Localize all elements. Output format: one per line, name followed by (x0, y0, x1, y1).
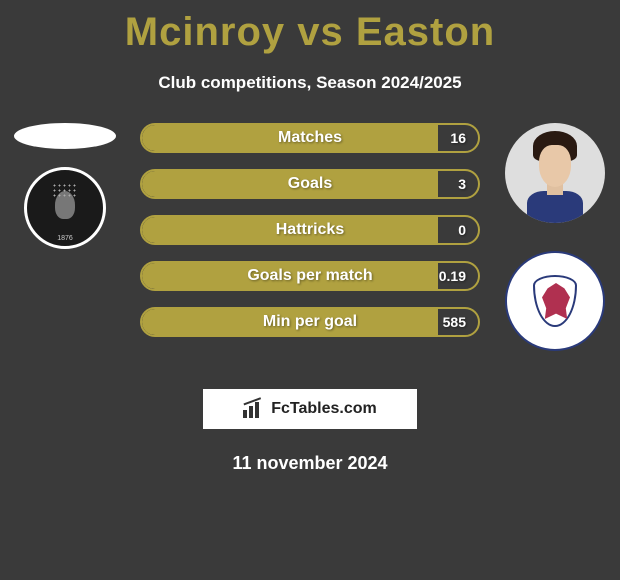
bar-chart-icon (243, 400, 265, 418)
stat-row: Goals per match0.19 (140, 261, 480, 291)
left-player-avatar-placeholder (14, 123, 116, 149)
left-club-crest: 1876 (24, 167, 106, 249)
player-face-icon (527, 131, 583, 201)
stat-value-right: 3 (458, 176, 466, 192)
left-player-column: 1876 (10, 123, 120, 249)
page-title: Mcinroy vs Easton (0, 0, 620, 55)
stat-value-right: 0 (458, 222, 466, 238)
crest-year: 1876 (27, 235, 103, 242)
stats-bars: Matches16 Goals3 Hattricks0 Goals per match… (140, 123, 480, 353)
right-player-column (500, 123, 610, 351)
stat-row: Matches16 (140, 123, 480, 153)
stat-row: Hattricks0 (140, 215, 480, 245)
lion-icon (530, 271, 580, 331)
stat-row: Min per goal585 (140, 307, 480, 337)
fctables-label: FcTables.com (271, 400, 377, 418)
stat-row: Goals3 (140, 169, 480, 199)
thistle-icon (40, 183, 90, 233)
stat-value-right: 585 (443, 314, 466, 330)
right-club-crest (505, 251, 605, 351)
stat-value-right: 16 (450, 130, 466, 146)
subtitle: Club competitions, Season 2024/2025 (0, 73, 620, 93)
stat-label: Min per goal (142, 313, 478, 331)
stat-label: Matches (142, 129, 478, 147)
fctables-badge[interactable]: FcTables.com (203, 389, 417, 429)
right-player-avatar (505, 123, 605, 223)
stat-label: Goals (142, 175, 478, 193)
stat-label: Goals per match (142, 267, 478, 285)
stat-label: Hattricks (142, 221, 478, 239)
stat-value-right: 0.19 (439, 268, 466, 284)
date-label: 11 november 2024 (0, 453, 620, 474)
comparison-content: 1876 Matches16 Goals3 Hattricks0 Goals per … (0, 123, 620, 383)
